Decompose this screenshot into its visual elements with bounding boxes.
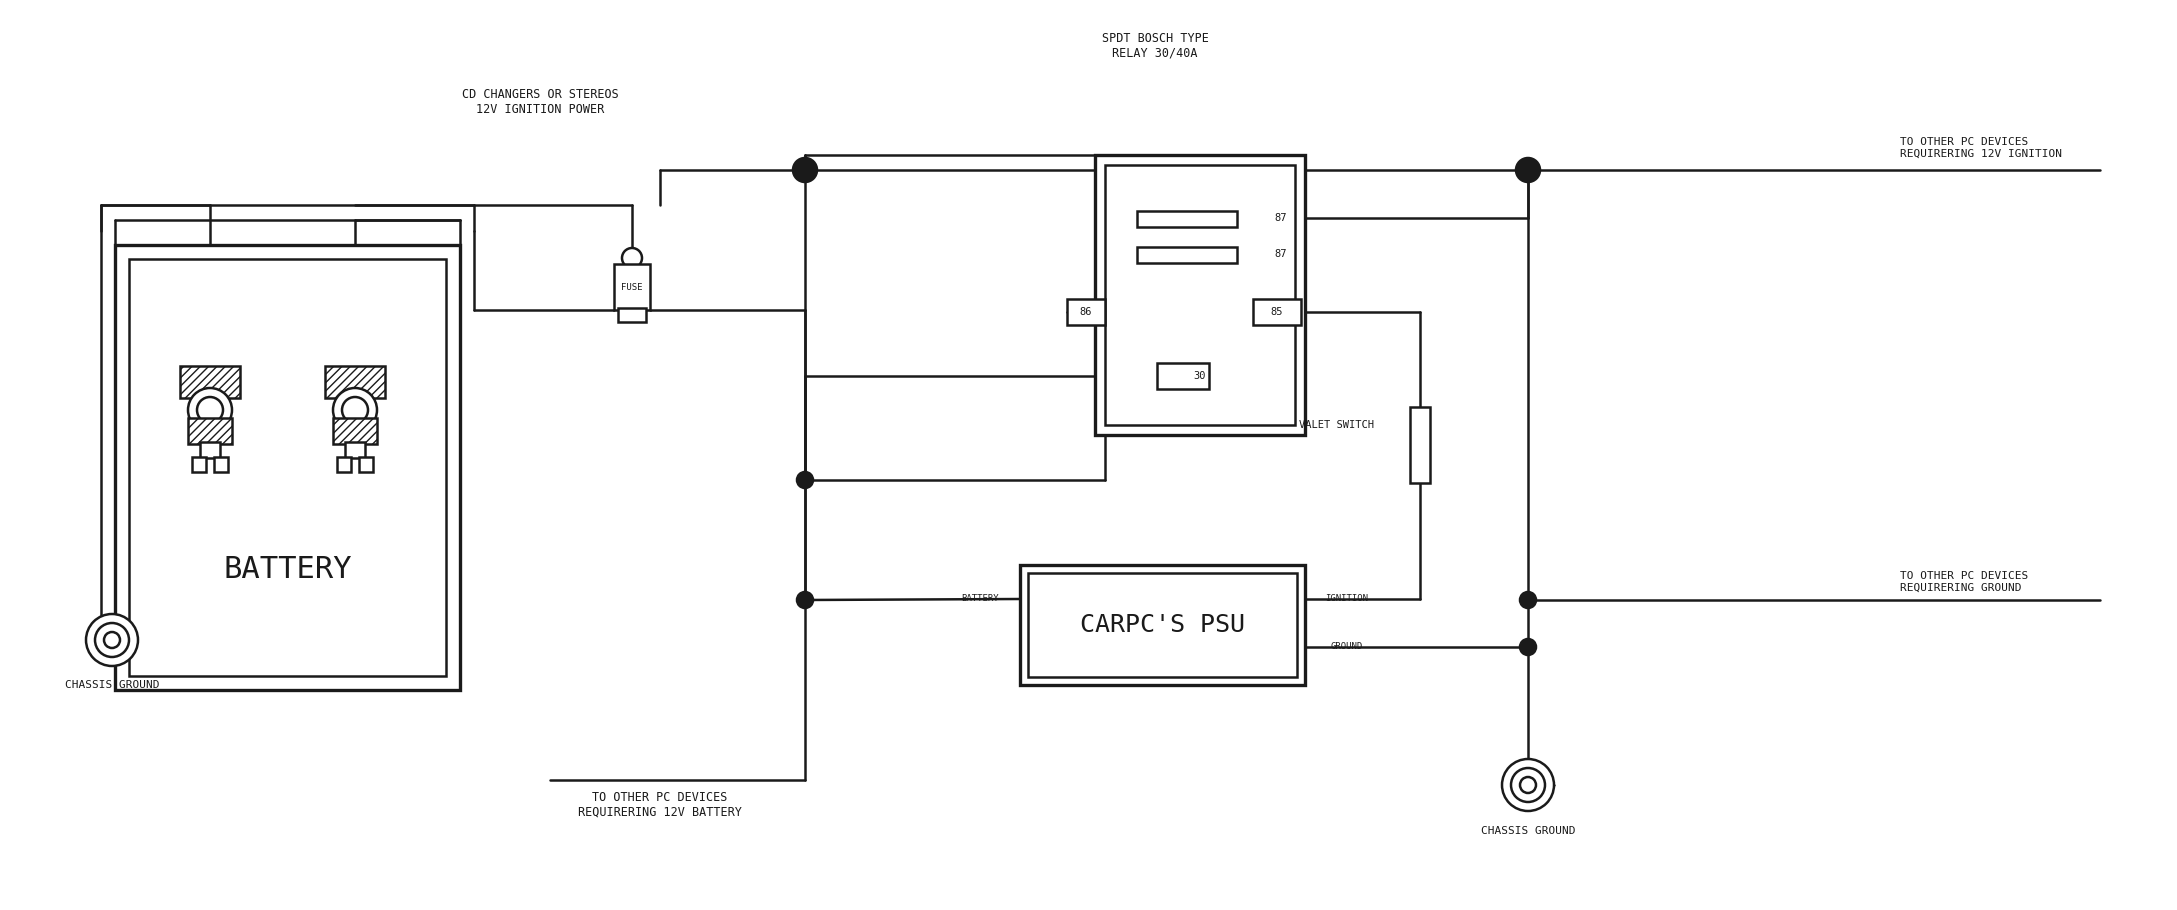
Circle shape bbox=[87, 614, 137, 666]
Bar bbox=[1156, 363, 1208, 389]
Bar bbox=[213, 457, 229, 472]
Bar bbox=[1136, 211, 1237, 227]
Text: BATTERY: BATTERY bbox=[224, 555, 353, 584]
Circle shape bbox=[1515, 158, 1539, 182]
Text: CHASSIS GROUND: CHASSIS GROUND bbox=[1480, 826, 1576, 836]
Bar bbox=[1021, 565, 1304, 685]
Circle shape bbox=[187, 388, 233, 432]
Bar bbox=[337, 457, 350, 472]
Bar bbox=[1411, 407, 1430, 483]
Circle shape bbox=[623, 248, 642, 268]
Text: VALET SWITCH: VALET SWITCH bbox=[1300, 420, 1374, 430]
Bar bbox=[333, 418, 377, 444]
Bar bbox=[115, 245, 459, 690]
Bar bbox=[359, 457, 372, 472]
Bar bbox=[181, 366, 239, 398]
Text: 30: 30 bbox=[1193, 371, 1206, 381]
Text: TO OTHER PC DEVICES
REQUIRERING 12V BATTERY: TO OTHER PC DEVICES REQUIRERING 12V BATT… bbox=[579, 791, 742, 819]
Bar bbox=[1028, 573, 1297, 677]
Bar bbox=[200, 442, 220, 458]
Circle shape bbox=[342, 397, 368, 423]
Text: 85: 85 bbox=[1271, 307, 1282, 317]
Bar bbox=[1067, 299, 1106, 325]
Circle shape bbox=[1520, 592, 1537, 608]
Text: GROUND: GROUND bbox=[1330, 642, 1363, 651]
Text: 87: 87 bbox=[1276, 213, 1287, 223]
Circle shape bbox=[104, 632, 120, 648]
Bar bbox=[614, 264, 651, 310]
Circle shape bbox=[797, 592, 812, 608]
Circle shape bbox=[1511, 768, 1546, 802]
Bar bbox=[1095, 155, 1304, 435]
Text: TO OTHER PC DEVICES
REQUIRERING GROUND: TO OTHER PC DEVICES REQUIRERING GROUND bbox=[1901, 571, 2029, 592]
Circle shape bbox=[797, 472, 812, 488]
Circle shape bbox=[333, 388, 377, 432]
Circle shape bbox=[1502, 759, 1554, 811]
Circle shape bbox=[96, 623, 128, 657]
Text: CD CHANGERS OR STEREOS
12V IGNITION POWER: CD CHANGERS OR STEREOS 12V IGNITION POWE… bbox=[462, 88, 618, 116]
Circle shape bbox=[196, 397, 222, 423]
Text: BATTERY: BATTERY bbox=[962, 594, 999, 603]
Text: FUSE: FUSE bbox=[620, 282, 642, 291]
Bar bbox=[192, 457, 207, 472]
Circle shape bbox=[1520, 777, 1537, 793]
Bar bbox=[324, 366, 385, 398]
Text: SPDT BOSCH TYPE
RELAY 30/40A: SPDT BOSCH TYPE RELAY 30/40A bbox=[1102, 32, 1208, 60]
Circle shape bbox=[792, 158, 816, 182]
Bar bbox=[618, 308, 647, 322]
Text: TO OTHER PC DEVICES
REQUIRERING 12V IGNITION: TO OTHER PC DEVICES REQUIRERING 12V IGNI… bbox=[1901, 137, 2062, 159]
Circle shape bbox=[1520, 639, 1537, 655]
Bar bbox=[1106, 165, 1295, 425]
Text: 86: 86 bbox=[1080, 307, 1093, 317]
Text: IGNITION: IGNITION bbox=[1326, 594, 1369, 603]
Text: CHASSIS GROUND: CHASSIS GROUND bbox=[65, 680, 159, 690]
Bar bbox=[1136, 247, 1237, 263]
Bar bbox=[344, 442, 366, 458]
Bar bbox=[1254, 299, 1302, 325]
Text: 87: 87 bbox=[1276, 249, 1287, 259]
Bar bbox=[128, 259, 446, 676]
Bar bbox=[187, 418, 233, 444]
Text: CARPC'S PSU: CARPC'S PSU bbox=[1080, 613, 1245, 637]
